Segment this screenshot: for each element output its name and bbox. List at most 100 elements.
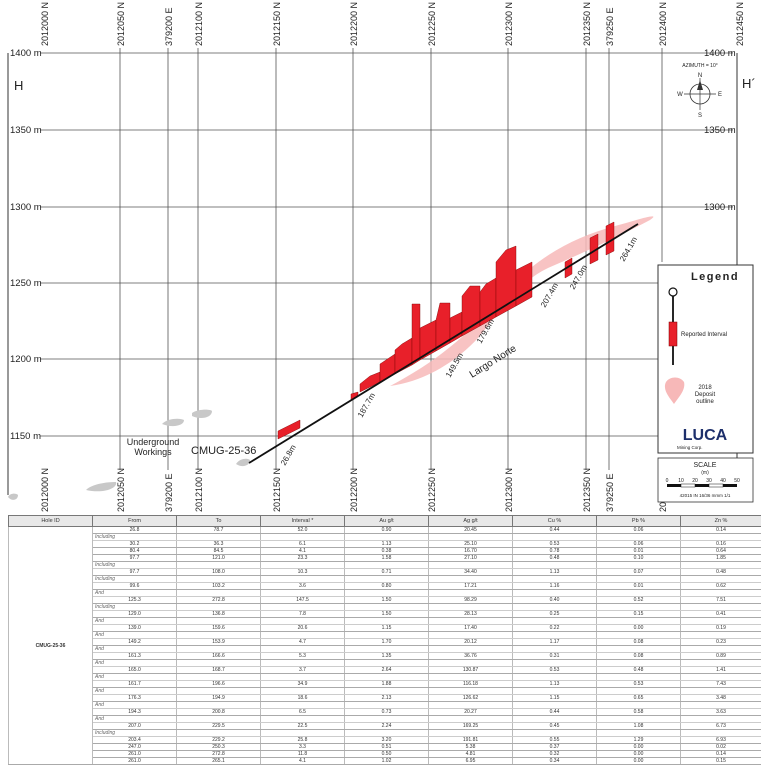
table-cell: 0.53 (512, 540, 597, 548)
empty-cell (344, 631, 429, 639)
elevation-label: 1300 m (704, 202, 736, 213)
empty-cell (344, 729, 429, 737)
legend-outline-line: outline (696, 399, 714, 405)
table-subrow: And (9, 589, 761, 597)
table-cell: 121.0 (176, 554, 261, 562)
empty-cell (260, 701, 345, 709)
scale-bar: SCALE (m) 0 10 20 30 40 50 42015 IN 16/3… (657, 457, 754, 503)
column-header: Zn % (680, 515, 761, 527)
collar-icon (668, 287, 678, 297)
empty-cell (512, 701, 597, 709)
table-cell: 3.6 (260, 582, 345, 590)
empty-cell (260, 603, 345, 611)
empty-cell (176, 575, 261, 583)
table-row: 261.0 265.1 4.1 1.02 6.95 0.34 0.00 0.15 (9, 757, 761, 765)
empty-cell (680, 659, 761, 667)
grid-label-top: 2012200 N (349, 2, 359, 46)
empty-cell (428, 715, 513, 723)
table-row: 149.2 153.9 4.7 1.70 20.12 1.17 0.08 0.23 (9, 638, 761, 646)
table-row: 97.7 108.0 10.3 0.71 34.40 1.13 0.07 0.48 (9, 568, 761, 576)
table-cell: 4.1 (260, 757, 345, 765)
empty-cell (596, 687, 681, 695)
table-cell: 1.15 (512, 694, 597, 702)
azimuth-label: AZIMUTH = 10° (682, 63, 717, 69)
empty-cell (428, 561, 513, 569)
empty-cell (680, 575, 761, 583)
elevation-label: 1200 m (10, 354, 42, 365)
empty-cell (596, 603, 681, 611)
empty-cell (428, 575, 513, 583)
empty-cell (260, 533, 345, 541)
empty-cell (176, 715, 261, 723)
table-cell: 3.3 (260, 743, 345, 751)
column-header: Cu % (512, 515, 597, 527)
empty-cell (428, 603, 513, 611)
table-cell: 52.0 (260, 526, 345, 534)
workings-label: Underground (127, 437, 180, 447)
table-cell: 2.13 (344, 694, 429, 702)
table-cell: 103.2 (176, 582, 261, 590)
table-cell: 99.6 (92, 582, 177, 590)
assay-table-container: Hole ID From To Interval * Au g/t Ag g/t… (8, 515, 761, 773)
table-cell: 28.13 (428, 610, 513, 618)
table-cell: 161.3 (92, 652, 177, 660)
column-header: Au g/t (344, 515, 429, 527)
cross-section-svg: 2012000 N 2012050 N 379200 E 2012100 N 2… (7, 2, 756, 512)
empty-cell (596, 645, 681, 653)
table-body: CMUG-25-36 26.8 78.7 52.0 0.90 20.45 0.44 0.06 0… (8, 526, 761, 765)
empty-cell (344, 645, 429, 653)
table-cell: 7.43 (680, 680, 761, 688)
table-cell: 0.50 (344, 750, 429, 758)
interval-bar (605, 221, 615, 256)
table-cell: 20.45 (428, 526, 513, 534)
empty-cell (680, 673, 761, 681)
table-cell: 0.08 (596, 638, 681, 646)
empty-cell (596, 561, 681, 569)
table-row: 129.0 136.8 7.8 1.50 28.13 0.25 0.15 0.41 (9, 610, 761, 618)
luca-logo-sub: Mining Corp. (677, 445, 703, 450)
empty-cell (596, 617, 681, 625)
empty-cell (680, 561, 761, 569)
empty-cell (344, 617, 429, 625)
scale-tick: 10 (678, 478, 684, 484)
table-cell: 1.15 (344, 624, 429, 632)
compass-east: E (718, 92, 722, 98)
sub-label-cell: And (92, 673, 177, 681)
hole-id-cell: CMUG-25-36 (8, 526, 93, 765)
table-cell: 0.45 (512, 722, 597, 730)
interval-bar (495, 245, 517, 318)
empty-cell (680, 617, 761, 625)
table-cell: 17.21 (428, 582, 513, 590)
table-cell: 153.9 (176, 638, 261, 646)
table-cell: 0.40 (512, 596, 597, 604)
table-row: 203.4 229.2 25.8 3.20 191.81 0.55 1.29 6.93 (9, 736, 761, 744)
table-subrow: And (9, 631, 761, 639)
table-row: 99.6 103.2 3.6 0.80 17.21 1.16 0.01 0.62 (9, 582, 761, 590)
table-cell: 0.15 (680, 757, 761, 765)
table-cell: 6.5 (260, 708, 345, 716)
grid-label-top: 2012000 N (40, 2, 50, 46)
grid-label-top: 2012350 N (582, 2, 592, 46)
elevation-label: 1350 m (704, 125, 736, 136)
sub-label-cell: And (92, 659, 177, 667)
table-row: 30.2 36.3 6.1 1.13 25.10 0.53 0.06 0.16 (9, 540, 761, 548)
table-cell: 18.6 (260, 694, 345, 702)
empty-cell (260, 729, 345, 737)
depth-label: 264.1m (618, 235, 639, 263)
table-cell: 0.37 (512, 743, 597, 751)
table-cell: 125.3 (92, 596, 177, 604)
table-cell: 194.9 (176, 694, 261, 702)
empty-cell (512, 659, 597, 667)
table-cell: 0.06 (596, 540, 681, 548)
table-cell: 176.3 (92, 694, 177, 702)
table-cell: 129.0 (92, 610, 177, 618)
sub-label-cell: Including (92, 561, 177, 569)
empty-cell (512, 617, 597, 625)
sub-label-cell: And (92, 715, 177, 723)
table-cell: 161.7 (92, 680, 177, 688)
table-subrow: And (9, 645, 761, 653)
empty-cell (680, 603, 761, 611)
empty-cell (344, 603, 429, 611)
table-cell: 0.14 (680, 750, 761, 758)
interval-bar (515, 261, 533, 307)
